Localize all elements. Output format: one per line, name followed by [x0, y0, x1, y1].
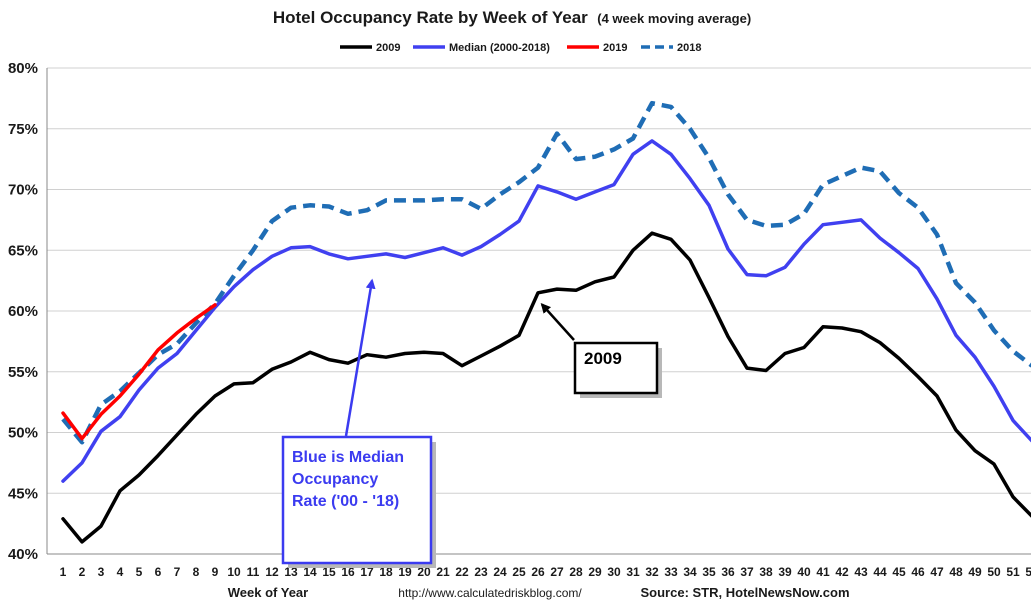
y-tick-label: 45% [8, 485, 38, 502]
x-tick-label: 35 [702, 565, 716, 579]
chart-title-group: Hotel Occupancy Rate by Week of Year (4 … [273, 8, 751, 27]
x-tick-label: 48 [949, 565, 963, 579]
x-tick-labels: 1 2 3 4 5 6 7 8 9 10 11 12 13 14 15 16 17 18 19 20 21 22 23 24 2… [60, 565, 1031, 579]
x-tick-label: 30 [607, 565, 621, 579]
x-tick-label: 26 [531, 565, 545, 579]
2009-note-box [573, 341, 659, 395]
x-tick-label: 13 [284, 565, 298, 579]
chart-title: Hotel Occupancy Rate by Week of Year [273, 8, 588, 27]
x-tick-label: 20 [417, 565, 431, 579]
series-lines [61, 100, 1031, 544]
series-line-2009 [61, 231, 1031, 544]
x-tick-label: 52 [1025, 565, 1031, 579]
legend-label: 2019 [603, 42, 627, 54]
legend-label: Median (2000-2018) [449, 42, 550, 54]
x-tick-label: 11 [247, 565, 260, 579]
x-tick-label: 50 [987, 565, 1001, 579]
x-tick-label: 33 [664, 565, 678, 579]
x-tick-label: 18 [379, 565, 393, 579]
x-tick-label: 16 [341, 565, 355, 579]
x-tick-label: 24 [493, 565, 507, 579]
x-tick-label: 38 [759, 565, 773, 579]
legend-label: 2018 [677, 42, 701, 54]
footer-url: http://www.calculatedriskblog.com/ [398, 586, 582, 600]
x-tick-label: 44 [873, 565, 887, 579]
x-tick-label: 15 [322, 565, 336, 579]
legend-label: 2009 [376, 42, 400, 54]
footer-source: Source: STR, HotelNewsNow.com [641, 585, 850, 600]
x-tick-label: 47 [930, 565, 944, 579]
x-tick-label: 41 [816, 565, 830, 579]
x-tick-label: 36 [721, 565, 735, 579]
x-tick-label: 34 [683, 565, 697, 579]
y-tick-label: 70% [8, 182, 38, 199]
median-note-arrow [344, 278, 376, 437]
x-tick-label: 14 [303, 565, 317, 579]
x-tick-label: 25 [512, 565, 526, 579]
x-tick-label: 9 [212, 565, 219, 579]
x-tick-label: 42 [835, 565, 849, 579]
axes [46, 68, 1031, 555]
series-line-2019 [61, 303, 217, 441]
2009-note-arrow [540, 303, 575, 341]
x-tick-label: 4 [117, 565, 124, 579]
x-tick-label: 31 [626, 565, 640, 579]
x-tick-label: 21 [436, 565, 450, 579]
x-tick-label: 43 [854, 565, 868, 579]
y-tick-label: 50% [8, 425, 38, 442]
x-tick-label: 10 [227, 565, 241, 579]
x-tick-label: 27 [550, 565, 564, 579]
x-tick-label: 23 [474, 565, 488, 579]
x-tick-label: 19 [398, 565, 412, 579]
x-axis-label: Week of Year [228, 585, 308, 600]
annotations: Blue is Median Occupancy Rate ('00 - '18) 2… [281, 278, 662, 568]
y-tick-label: 60% [8, 303, 38, 320]
x-tick-label: 29 [588, 565, 602, 579]
x-tick-label: 51 [1006, 565, 1020, 579]
2009-note-label: 2009 [584, 349, 622, 368]
median-note-line: Occupancy [292, 471, 378, 488]
x-tick-label: 28 [569, 565, 583, 579]
median-note-box [281, 435, 433, 565]
y-tick-label: 75% [8, 121, 38, 138]
median-note-line: Rate ('00 - '18) [292, 493, 399, 510]
x-tick-label: 8 [193, 565, 200, 579]
y-tick-label: 65% [8, 242, 38, 259]
y-tick-label: 55% [8, 364, 38, 381]
series-line-median-2000-2018 [61, 139, 1031, 483]
x-tick-label: 40 [797, 565, 811, 579]
x-tick-label: 6 [155, 565, 162, 579]
x-tick-label: 32 [645, 565, 659, 579]
x-tick-label: 3 [98, 565, 105, 579]
x-tick-label: 22 [455, 565, 469, 579]
median-note-line: Blue is Median [292, 449, 404, 466]
x-tick-label: 46 [911, 565, 925, 579]
x-tick-label: 39 [778, 565, 792, 579]
x-tick-label: 12 [265, 565, 279, 579]
x-tick-label: 5 [136, 565, 143, 579]
legend: 2009 Median (2000-2018) 2019 2018 [340, 42, 701, 54]
x-tick-label: 37 [740, 565, 754, 579]
x-tick-label: 7 [174, 565, 181, 579]
x-tick-label: 2 [79, 565, 86, 579]
series-line-2018 [61, 100, 1031, 445]
chart-subtitle: (4 week moving average) [597, 11, 751, 26]
y-tick-labels: 40% 45% 50% 55% 60% 65% 70% 75% 80% [8, 60, 38, 563]
x-tick-label: 45 [892, 565, 906, 579]
x-tick-label: 17 [360, 565, 374, 579]
x-tick-label: 1 [60, 565, 67, 579]
y-tick-label: 80% [8, 60, 38, 77]
y-tick-label: 40% [8, 546, 38, 563]
x-tick-label: 49 [968, 565, 982, 579]
